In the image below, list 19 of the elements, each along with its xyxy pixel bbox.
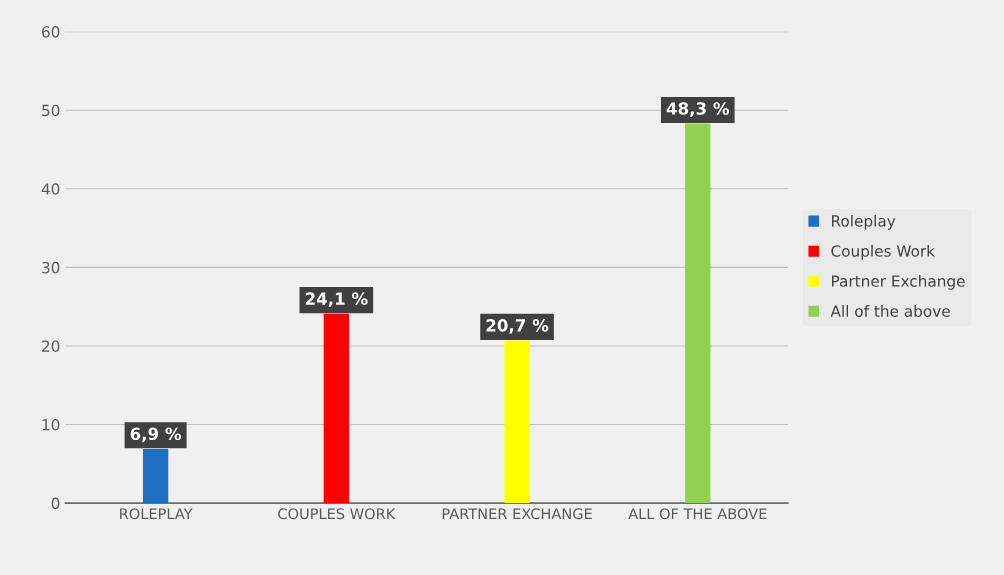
data-label: 20,7 % xyxy=(486,319,549,334)
legend-label: Partner Exchange xyxy=(832,275,965,290)
x-tick-label: ROLEPLAY xyxy=(120,508,193,520)
y-tick-label: 40 xyxy=(41,183,60,195)
x-tick-label: ALL OF THE ABOVE xyxy=(628,508,767,520)
legend-label: Roleplay xyxy=(832,214,896,230)
y-tick-label: 50 xyxy=(42,104,60,117)
y-tick-label: 60 xyxy=(42,26,60,38)
y-tick-label: 0 xyxy=(51,497,60,510)
data-label: 6,9 % xyxy=(130,427,182,443)
data-label: 24,1 % xyxy=(305,292,368,308)
x-tick-label: PARTNER EXCHANGE xyxy=(442,508,592,520)
y-tick-label: 30 xyxy=(42,261,60,274)
legend-label: All of the above xyxy=(830,305,950,317)
y-tick-label: 10 xyxy=(42,419,60,431)
data-label: 48,3 % xyxy=(666,102,730,117)
y-tick-label: 20 xyxy=(42,340,60,352)
legend-label: Couples Work xyxy=(831,244,935,260)
x-tick-label: COUPLES WORK xyxy=(278,508,396,520)
